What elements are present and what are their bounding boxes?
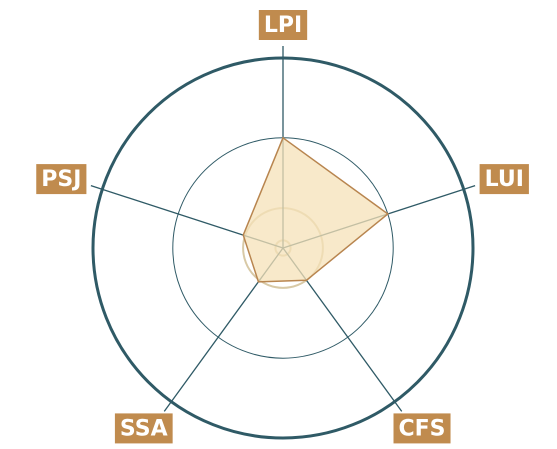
- axis-label-box: [258, 10, 308, 40]
- axis-label-text: LPI: [264, 13, 302, 38]
- axis-label-box: [393, 413, 451, 444]
- axis-label-text: CFS: [399, 416, 446, 441]
- axis-label-box: [114, 413, 173, 444]
- axis-label-text: SSA: [120, 416, 168, 441]
- axis-label-text: PSJ: [41, 167, 81, 192]
- axis-label-box: [479, 164, 529, 195]
- axis-label-text: LUI: [485, 167, 524, 192]
- data-area: [242, 136, 390, 283]
- axis-label: SSA: [114, 413, 173, 444]
- axis-label: CFS: [393, 413, 451, 444]
- axis-label: LUI: [479, 164, 529, 195]
- axis-label: LPI: [258, 10, 308, 40]
- axis-label: PSJ: [36, 164, 87, 195]
- axis-label-box: [36, 164, 87, 195]
